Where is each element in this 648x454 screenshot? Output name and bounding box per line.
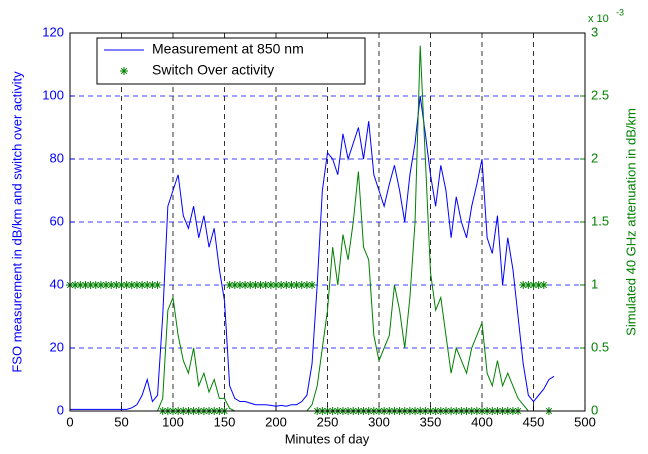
y-tick-label: 80 [50, 150, 64, 165]
plot-frame [69, 32, 586, 412]
switch-marker [302, 281, 311, 289]
x-tick-label: 100 [162, 414, 184, 429]
y2-exponent-base: x 10 [588, 13, 609, 25]
y2-tick-label: 0.5 [591, 339, 609, 354]
legend-label: Switch Over activity [152, 62, 274, 78]
switch-marker [251, 281, 260, 289]
x-tick-label: 500 [574, 414, 596, 429]
y2-tick-label: 0 [591, 402, 598, 417]
switch-marker [153, 281, 162, 289]
y2-tick-label: 2 [591, 150, 598, 165]
y-axis-label: FSO measurement in dB/km and switch over… [9, 71, 24, 373]
switch-marker [230, 281, 239, 289]
y-tick-label: 0 [57, 402, 64, 417]
switch-marker [287, 281, 296, 289]
switch-marker [102, 281, 111, 289]
switch-marker [282, 281, 291, 289]
switch-marker [96, 281, 105, 289]
x-tick-label: 300 [368, 414, 390, 429]
legend-marker [120, 67, 128, 75]
switch-marker [266, 281, 275, 289]
y-tick-label: 40 [50, 276, 64, 291]
switch-marker [122, 281, 131, 289]
switch-marker [519, 281, 528, 289]
switch-marker [524, 281, 533, 289]
switch-marker [138, 281, 147, 289]
y2-tick-label: 3 [591, 24, 598, 39]
switch-marker [256, 281, 265, 289]
x-tick-label: 150 [214, 414, 236, 429]
switch-marker [86, 281, 95, 289]
switch-marker [148, 281, 157, 289]
switch-marker [127, 281, 136, 289]
switch-marker [76, 281, 85, 289]
switch-marker [261, 281, 270, 289]
x-tick-label: 450 [523, 414, 545, 429]
y2-tick-label: 1.5 [591, 213, 609, 228]
switch-marker [297, 281, 306, 289]
y2-exponent: -3 [616, 7, 624, 17]
y-tick-label: 120 [42, 24, 64, 39]
switch-marker [225, 281, 234, 289]
switch-marker [117, 281, 126, 289]
x-tick-label: 0 [66, 414, 73, 429]
x-tick-label: 50 [114, 414, 128, 429]
x-tick-label: 400 [471, 414, 493, 429]
switch-marker [308, 281, 317, 289]
switch-marker [143, 281, 152, 289]
y2-tick-label: 1 [591, 276, 598, 291]
switch-marker [272, 281, 280, 289]
y-tick-label: 100 [42, 87, 64, 102]
switch-marker [235, 281, 244, 289]
y2-tick-label: 2.5 [591, 87, 609, 102]
switch-marker [292, 281, 301, 289]
switch-marker [246, 281, 255, 289]
switch-marker [132, 281, 141, 289]
x-tick-label: 350 [420, 414, 442, 429]
switch-marker [534, 281, 543, 289]
switch-marker [277, 281, 286, 289]
switch-marker [91, 281, 100, 289]
series-line [70, 95, 555, 410]
switch-marker [107, 281, 116, 289]
legend-label: Measurement at 850 nm [152, 41, 304, 57]
y2-axis-label: Simulated 40 GHz attenuation in dB/km [623, 108, 638, 336]
x-tick-label: 200 [265, 414, 287, 429]
y-tick-label: 20 [50, 339, 64, 354]
switch-marker [112, 281, 121, 289]
legend-box [96, 37, 366, 85]
x-axis-label: Minutes of day [285, 431, 370, 446]
switch-marker [71, 281, 80, 289]
y-tick-label: 60 [50, 213, 64, 228]
switch-marker [539, 281, 548, 289]
switch-marker [529, 281, 538, 289]
switch-marker [81, 281, 90, 289]
x-tick-label: 250 [317, 414, 339, 429]
switch-marker [241, 281, 250, 289]
